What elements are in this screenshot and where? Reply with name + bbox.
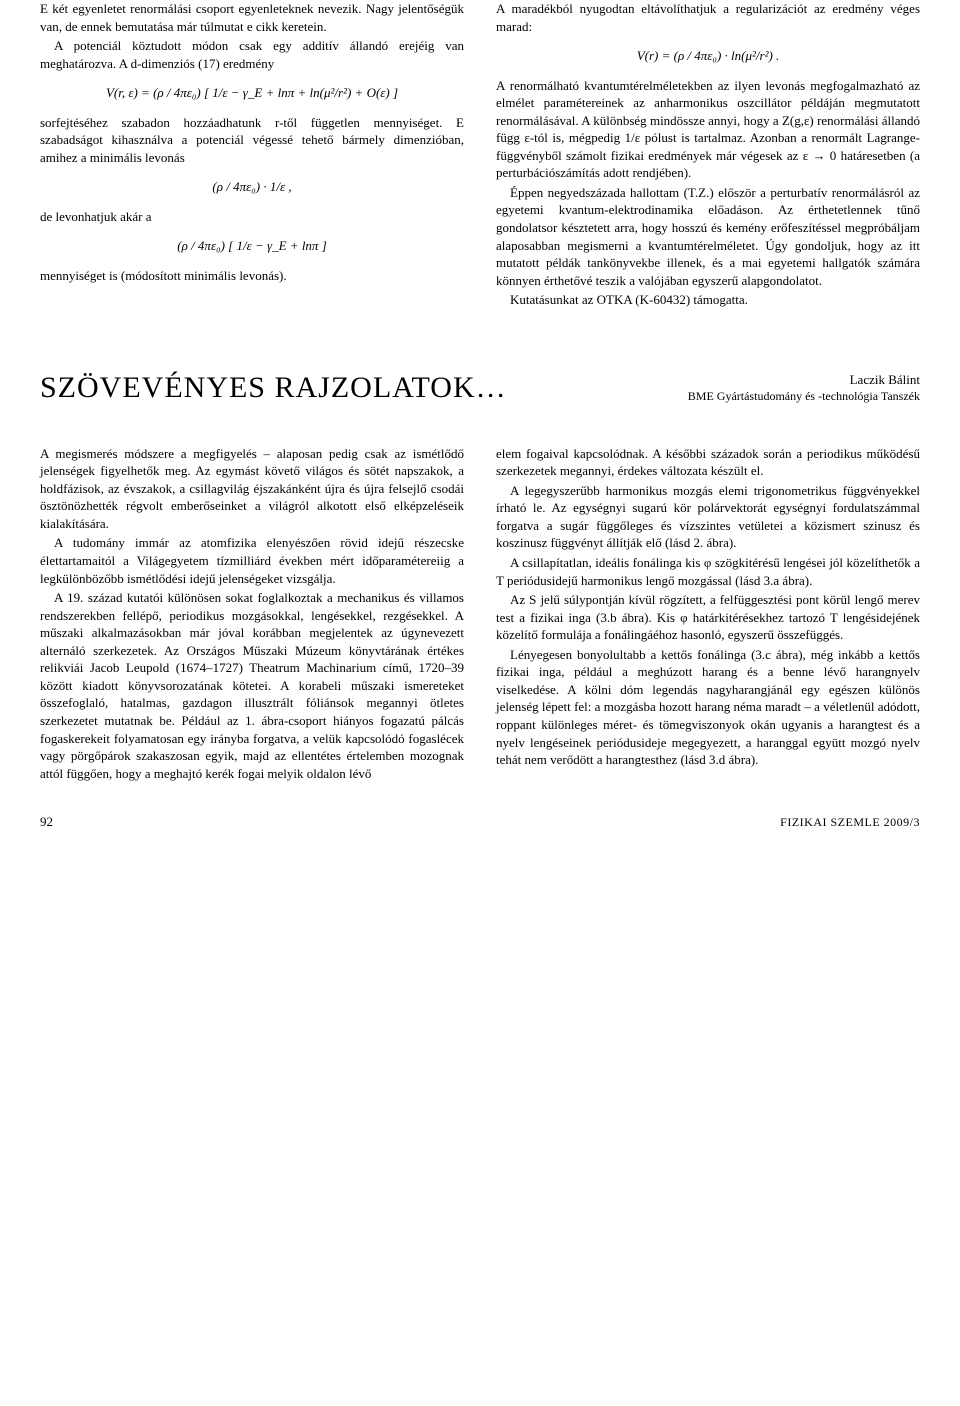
paragraph: A megismerés módszere a megfigyelés – al… (40, 445, 464, 533)
byline-affiliation: BME Gyártástudomány és -technológia Tans… (688, 389, 920, 405)
formula: (ρ / 4πε₀) · 1/ε , (40, 178, 464, 196)
paragraph: E két egyenletet renormálási csoport egy… (40, 0, 464, 35)
byline: Laczik Bálint BME Gyártástudomány és -te… (688, 372, 920, 404)
article-title-row: SZÖVEVÉNYES RAJZOLATOK… Laczik Bálint BM… (40, 371, 920, 405)
lower-right-column: elem fogaival kapcsolódnak. A későbbi sz… (496, 445, 920, 784)
formula: V(r, ε) = (ρ / 4πε₀) [ 1/ε − γ_E + lnπ +… (40, 84, 464, 102)
formula: V(r) = (ρ / 4πε₀) · ln(μ²/r²) . (496, 47, 920, 65)
formula: (ρ / 4πε₀) [ 1/ε − γ_E + lnπ ] (40, 237, 464, 255)
paragraph: A renormálható kvantumtérelméletekben az… (496, 77, 920, 182)
article-title: SZÖVEVÉNYES RAJZOLATOK… (40, 371, 507, 405)
paragraph: Lényegesen bonyolultabb a kettős fonálin… (496, 646, 920, 769)
paragraph: Az S jelű súlypontján kívül rögzített, a… (496, 591, 920, 644)
paragraph: A legegyszerűbb harmonikus mozgás elemi … (496, 482, 920, 552)
lower-left-column: A megismerés módszere a megfigyelés – al… (40, 445, 464, 784)
page-footer: 92 FIZIKAI SZEMLE 2009/3 (40, 814, 920, 830)
upper-left-column: E két egyenletet renormálási csoport egy… (40, 0, 464, 311)
paragraph: sorfejtéséhez szabadon hozzáadhatunk r-t… (40, 114, 464, 167)
lower-columns: A megismerés módszere a megfigyelés – al… (40, 445, 920, 784)
page-number: 92 (40, 814, 53, 830)
upper-columns: E két egyenletet renormálási csoport egy… (40, 0, 920, 311)
paragraph: Kutatásunkat az OTKA (K-60432) támogatta… (496, 291, 920, 309)
paragraph: mennyiséget is (módosított minimális lev… (40, 267, 464, 285)
paragraph: A csillapítatlan, ideális fonálinga kis … (496, 554, 920, 589)
upper-right-column: A maradékból nyugodtan eltávolíthatjuk a… (496, 0, 920, 311)
paragraph: A maradékból nyugodtan eltávolíthatjuk a… (496, 0, 920, 35)
journal-reference: FIZIKAI SZEMLE 2009/3 (780, 815, 920, 830)
paragraph: A potenciál köztudott módon csak egy add… (40, 37, 464, 72)
byline-name: Laczik Bálint (688, 372, 920, 389)
paragraph: elem fogaival kapcsolódnak. A későbbi sz… (496, 445, 920, 480)
paragraph: A tudomány immár az atomfizika elenyésző… (40, 534, 464, 587)
paragraph: de levonhatjuk akár a (40, 208, 464, 226)
paragraph: A 19. század kutatói különösen sokat fog… (40, 589, 464, 782)
paragraph: Éppen negyedszázada hallottam (T.Z.) elő… (496, 184, 920, 289)
